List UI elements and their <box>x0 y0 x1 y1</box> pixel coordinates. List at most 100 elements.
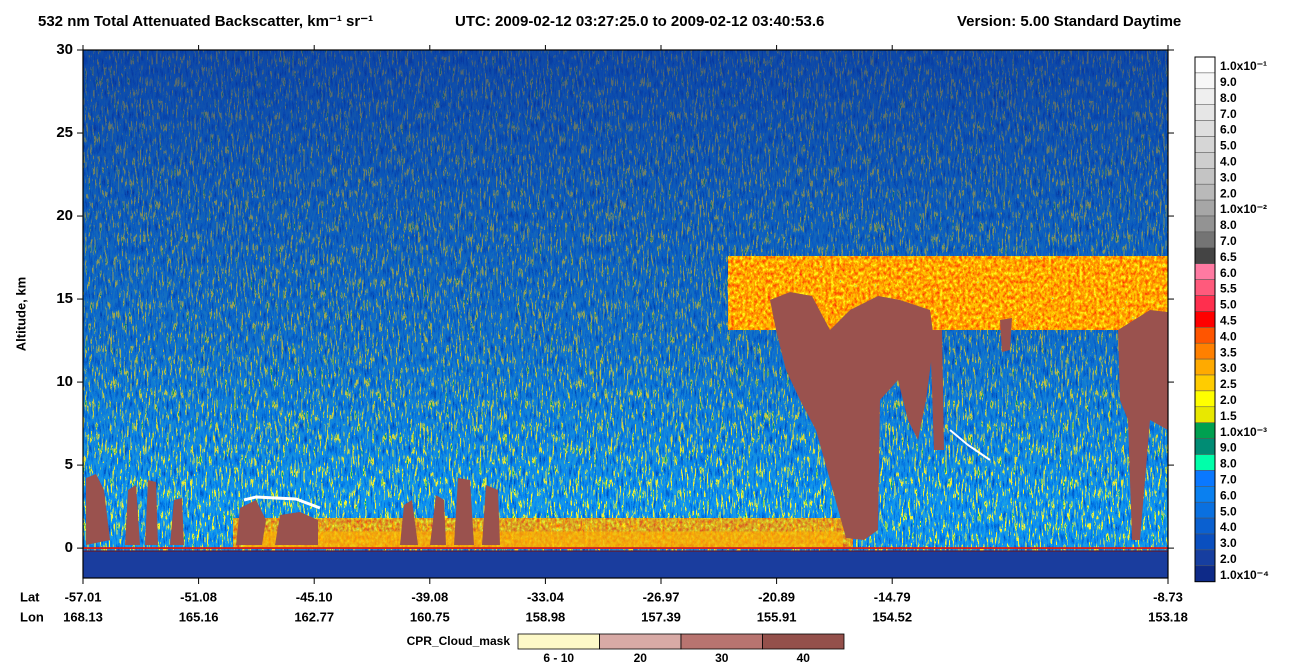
cloud-mask <box>86 474 110 545</box>
cpr-label: 40 <box>797 651 811 665</box>
colorbar-frame <box>1194 56 1216 583</box>
lat-row-label: Lat <box>20 589 40 604</box>
colorbar-cell <box>1194 295 1216 312</box>
colorbar-label: 4.0 <box>1220 520 1237 534</box>
colorbar-cell <box>1194 422 1216 439</box>
colorbar-cell <box>1194 549 1216 567</box>
utc-range: UTC: 2009-02-12 03:27:25.0 to 2009-02-12… <box>455 13 824 30</box>
colorbar-cell <box>1194 88 1216 105</box>
y-tick-label: 15 <box>56 290 73 307</box>
lat-tick-label: -51.08 <box>180 589 217 604</box>
cloud-mask <box>170 498 184 545</box>
colorbar-cell <box>1194 406 1216 423</box>
y-tick-label: 20 <box>56 207 73 224</box>
lon-tick-label: 158.98 <box>526 609 566 624</box>
cloud-mask <box>930 330 944 450</box>
cloud-mask <box>275 512 318 545</box>
lon-tick-label: 165.16 <box>179 609 219 624</box>
colorbar-cell <box>1194 533 1216 551</box>
colorbar-cell <box>1194 168 1216 185</box>
colorbar-label: 1.0x10⁻³ <box>1220 425 1267 439</box>
y-tick-label: 30 <box>56 41 73 58</box>
colorbar-label: 6.0 <box>1220 123 1237 137</box>
colorbar-label: 8.0 <box>1220 91 1237 105</box>
colorbar-cell <box>1194 279 1216 296</box>
colorbar-cell <box>1194 390 1216 408</box>
colorbar-cell <box>1194 104 1216 121</box>
colorbar-cell <box>1194 438 1216 455</box>
colorbar-cell <box>1194 152 1216 169</box>
colorbar-cell <box>1194 470 1216 487</box>
y-tick-label: 10 <box>56 373 73 390</box>
cloud-mask <box>454 478 474 545</box>
colorbar-cell <box>1194 501 1216 519</box>
lat-tick-label: -33.04 <box>527 589 565 604</box>
colorbar-cell <box>1194 358 1216 376</box>
colorbar-label: 3.0 <box>1220 361 1237 375</box>
cloud-mask <box>145 480 158 545</box>
colorbar-label: 6.0 <box>1220 266 1237 280</box>
cloud-mask <box>236 500 266 545</box>
lon-tick-label: 162.77 <box>294 609 334 624</box>
colorbar-label: 1.5 <box>1220 409 1237 423</box>
colorbar-label: 6.0 <box>1220 488 1237 502</box>
y-tick-label: 5 <box>65 456 73 473</box>
plot-frame <box>82 49 1169 579</box>
lat-tick-label: -14.79 <box>874 589 911 604</box>
cloud-mask <box>770 292 934 540</box>
lat-tick-label: -39.08 <box>411 589 448 604</box>
lat-tick-label: -20.89 <box>758 589 795 604</box>
lon-tick-label: 154.52 <box>872 609 912 624</box>
colorbar-label: 5.5 <box>1220 282 1237 296</box>
cloud-edge <box>243 495 321 510</box>
below-ground <box>83 551 1168 578</box>
colorbar-label: 8.0 <box>1220 457 1237 471</box>
cloud-edge <box>949 429 991 461</box>
version: Version: 5.00 Standard Daytime <box>957 13 1181 30</box>
colorbar-label: 5.0 <box>1220 298 1237 312</box>
colorbar-label: 1.0x10⁻¹ <box>1220 59 1267 73</box>
colorbar-cell <box>1194 311 1216 328</box>
colorbar-label: 7.0 <box>1220 473 1237 487</box>
lat-tick-label: -57.01 <box>65 589 102 604</box>
lat-tick-label: -8.73 <box>1153 589 1183 604</box>
colorbar-cell <box>1194 72 1216 90</box>
colorbar-cell <box>1194 120 1216 137</box>
colorbar-cell <box>1194 374 1216 392</box>
axes: 0 5 10 15 20 25 30 -57.01 168.13 -51.08 165.16 -45.… <box>56 41 1188 624</box>
cpr-label: 20 <box>634 651 648 665</box>
colorbar-label: 7.0 <box>1220 107 1237 121</box>
cpr-swatch <box>762 633 845 650</box>
colorbar-cell <box>1194 517 1216 535</box>
lat-tick-label: -45.10 <box>296 589 333 604</box>
colorbar-label: 3.0 <box>1220 536 1237 550</box>
colorbar-label: 2.0 <box>1220 552 1237 566</box>
colorbar-label: 8.0 <box>1220 218 1237 232</box>
backscatter-curtain <box>83 50 1168 578</box>
colorbar-cell <box>1194 327 1216 344</box>
colorbar-cell <box>1194 56 1216 74</box>
colorbar-cell <box>1194 263 1216 280</box>
cirrus <box>728 256 1168 330</box>
colorbar-label: 2.5 <box>1220 377 1237 391</box>
colorbar-label: 7.0 <box>1220 234 1237 248</box>
colorbar-label: 5.0 <box>1220 139 1237 153</box>
colorbar: 1.0x10⁻¹9.08.07.06.05.04.03.02.01.0x10⁻²… <box>1194 56 1269 583</box>
colorbar-label: 3.0 <box>1220 170 1237 184</box>
colorbar-label: 6.5 <box>1220 250 1237 264</box>
colorbar-label: 4.0 <box>1220 155 1237 169</box>
colorbar-cell <box>1194 565 1216 582</box>
cloud-mask <box>125 485 140 545</box>
colorbar-cell <box>1194 136 1216 153</box>
cpr-legend: 6 - 10 20 30 40 <box>517 633 845 665</box>
y-tick-label: 0 <box>65 539 73 556</box>
lon-tick-label: 153.18 <box>1148 609 1188 624</box>
cloud-mask <box>1118 310 1168 540</box>
colorbar-label: 1.0x10⁻⁴ <box>1220 568 1269 582</box>
cloud-mask <box>1000 318 1012 352</box>
colorbar-cell <box>1194 342 1216 360</box>
chart-title: 532 nm Total Attenuated Backscatter, km⁻… <box>38 13 373 30</box>
lon-row-label: Lon <box>20 609 44 624</box>
